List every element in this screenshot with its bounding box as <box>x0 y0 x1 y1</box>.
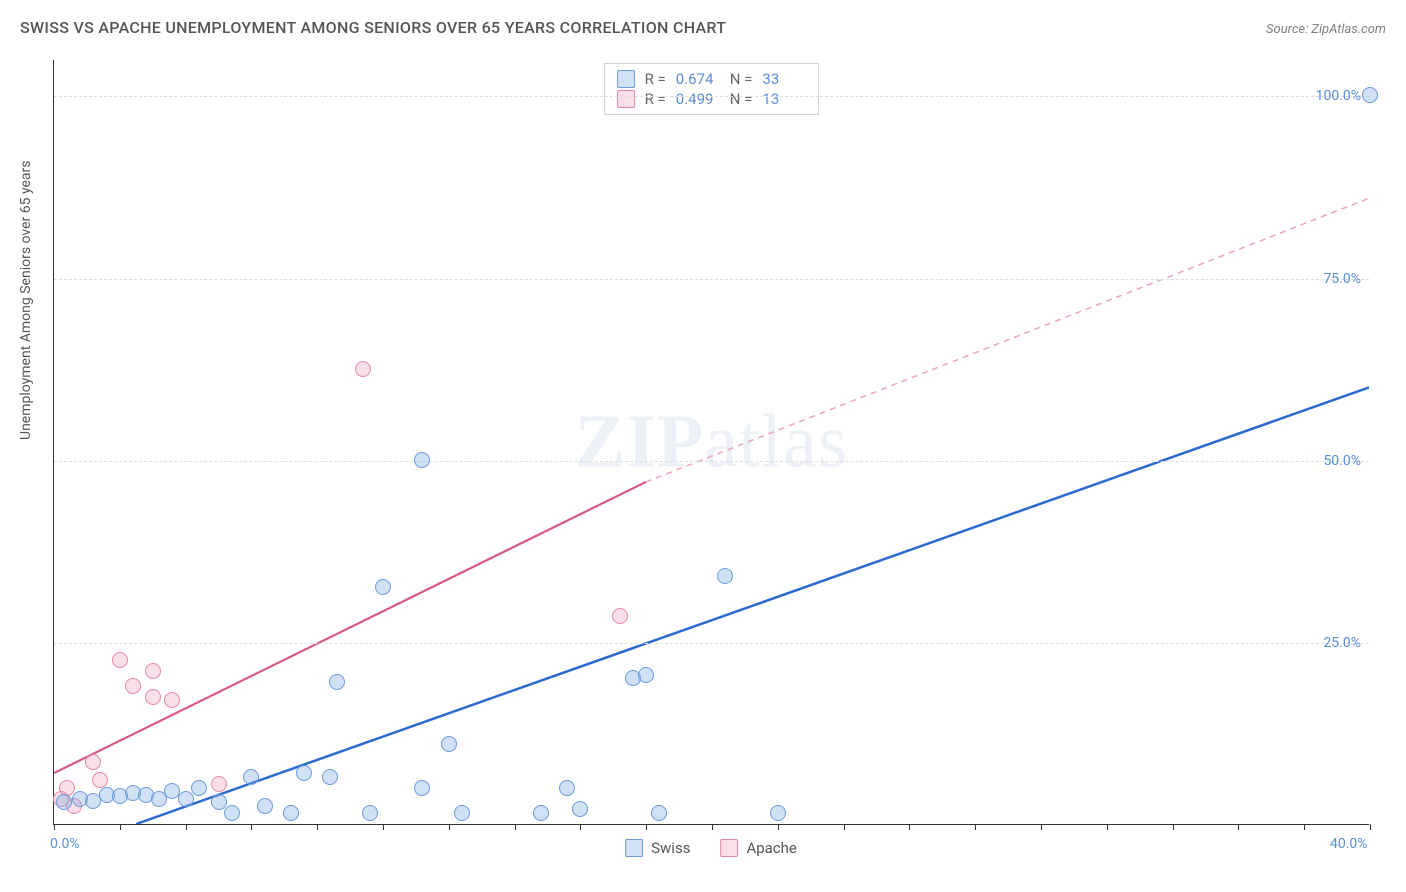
gridline <box>54 279 1369 280</box>
x-tick <box>1041 824 1042 830</box>
x-tick <box>1107 824 1108 830</box>
swiss-point <box>770 805 786 821</box>
legend-swatch-icon <box>720 839 738 857</box>
swiss-point <box>322 769 338 785</box>
swiss-point <box>224 805 240 821</box>
x-tick <box>515 824 516 830</box>
legend-label: Apache <box>746 839 796 857</box>
swiss-point <box>375 579 391 595</box>
plot-area: ZIPatlas R = 0.674 N = 33 R = 0.499 N = 13 25.0… <box>53 60 1369 825</box>
apache-regression-dashed <box>646 198 1369 482</box>
y-tick-label: 50.0% <box>1323 453 1361 469</box>
apache-point <box>125 678 141 694</box>
swiss-point <box>243 769 259 785</box>
swiss-point <box>559 780 575 796</box>
x-tick <box>778 824 779 830</box>
stats-r-value: 0.499 <box>676 90 720 108</box>
stats-r-value: 0.674 <box>676 70 720 88</box>
watermark: ZIPatlas <box>575 399 849 486</box>
stats-r-label: R = <box>645 70 666 88</box>
x-tick <box>1238 824 1239 830</box>
x-tick <box>646 824 647 830</box>
apache-point <box>85 754 101 770</box>
apache-point <box>164 692 180 708</box>
swiss-point <box>257 798 273 814</box>
swiss-point <box>572 801 588 817</box>
stats-box: R = 0.674 N = 33 R = 0.499 N = 13 <box>604 63 820 115</box>
apache-point <box>612 608 628 624</box>
y-tick-label: 25.0% <box>1323 635 1361 651</box>
y-tick-label: 75.0% <box>1323 271 1361 287</box>
x-tick <box>186 824 187 830</box>
swiss-point <box>362 805 378 821</box>
x-tick <box>580 824 581 830</box>
x-tick-label: 40.0% <box>1330 836 1368 852</box>
swiss-point <box>296 765 312 781</box>
watermark-light: atlas <box>704 400 848 484</box>
legend-swatch-icon <box>625 839 643 857</box>
swiss-point <box>1362 87 1378 103</box>
swiss-point <box>414 780 430 796</box>
swiss-point <box>717 568 733 584</box>
apache-point <box>112 652 128 668</box>
x-tick <box>975 824 976 830</box>
swiss-point <box>454 805 470 821</box>
stats-n-value: 33 <box>762 70 806 88</box>
swiss-point <box>191 780 207 796</box>
apache-point <box>355 361 371 377</box>
y-axis-title: Unemployment Among Seniors over 65 years <box>18 161 34 441</box>
y-tick-label: 100.0% <box>1316 88 1361 104</box>
chart-title: SWISS VS APACHE UNEMPLOYMENT AMONG SENIO… <box>20 18 726 37</box>
swiss-point <box>178 791 194 807</box>
stats-n-label: N = <box>730 90 753 108</box>
x-tick <box>1370 824 1371 830</box>
stats-n-label: N = <box>730 70 753 88</box>
swiss-regression <box>136 387 1369 824</box>
x-tick <box>1304 824 1305 830</box>
swiss-point <box>638 667 654 683</box>
x-tick <box>712 824 713 830</box>
watermark-bold: ZIP <box>575 400 705 484</box>
plot-container: ZIPatlas R = 0.674 N = 33 R = 0.499 N = 13 25.0… <box>53 60 1369 825</box>
x-tick <box>54 824 55 830</box>
apache-point <box>211 776 227 792</box>
x-tick <box>251 824 252 830</box>
apache-point <box>145 689 161 705</box>
stats-swatch-icon <box>617 90 635 108</box>
legend-item: Swiss <box>625 839 690 857</box>
swiss-point <box>414 452 430 468</box>
apache-point <box>145 663 161 679</box>
legend-item: Apache <box>720 839 796 857</box>
x-tick <box>909 824 910 830</box>
x-tick <box>449 824 450 830</box>
stats-r-label: R = <box>645 90 666 108</box>
apache-regression-solid <box>54 482 646 773</box>
stats-row: R = 0.499 N = 13 <box>617 90 807 108</box>
chart-source: Source: ZipAtlas.com <box>1266 22 1386 37</box>
swiss-point <box>283 805 299 821</box>
swiss-point <box>56 794 72 810</box>
gridline <box>54 461 1369 462</box>
x-tick <box>317 824 318 830</box>
x-tick-label: 0.0% <box>50 836 80 852</box>
x-tick <box>120 824 121 830</box>
x-tick <box>844 824 845 830</box>
legend-label: Swiss <box>651 839 690 857</box>
x-tick <box>1173 824 1174 830</box>
stats-swatch-icon <box>617 70 635 88</box>
swiss-point <box>441 736 457 752</box>
swiss-point <box>533 805 549 821</box>
regression-lines <box>54 60 1369 824</box>
gridline <box>54 643 1369 644</box>
swiss-point <box>651 805 667 821</box>
x-tick <box>383 824 384 830</box>
chart-header: SWISS VS APACHE UNEMPLOYMENT AMONG SENIO… <box>20 18 1386 37</box>
gridline <box>54 96 1369 97</box>
swiss-point <box>329 674 345 690</box>
bottom-legend: Swiss Apache <box>625 839 797 857</box>
stats-row: R = 0.674 N = 33 <box>617 70 807 88</box>
stats-n-value: 13 <box>762 90 806 108</box>
